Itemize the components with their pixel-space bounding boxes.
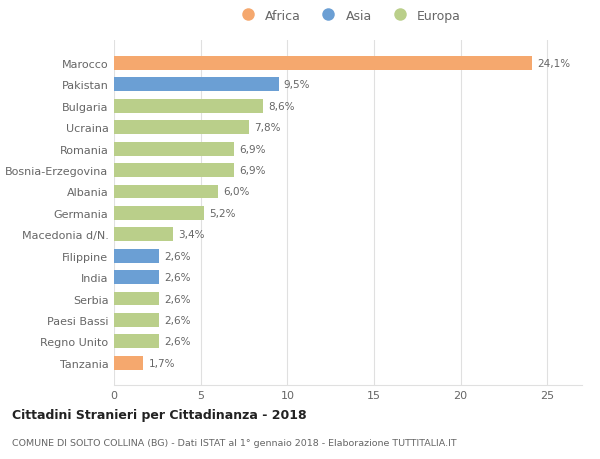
Text: 6,9%: 6,9% xyxy=(239,166,265,176)
Text: 6,9%: 6,9% xyxy=(239,145,265,154)
Text: 2,6%: 2,6% xyxy=(164,336,191,347)
Text: 6,0%: 6,0% xyxy=(223,187,250,197)
Text: 24,1%: 24,1% xyxy=(537,59,570,69)
Text: 2,6%: 2,6% xyxy=(164,294,191,304)
Bar xyxy=(114,57,532,71)
Text: 3,4%: 3,4% xyxy=(178,230,205,240)
Bar xyxy=(114,292,159,306)
Bar xyxy=(114,207,204,220)
Bar xyxy=(114,249,159,263)
Bar xyxy=(114,313,159,327)
Bar xyxy=(114,228,173,242)
Text: COMUNE DI SOLTO COLLINA (BG) - Dati ISTAT al 1° gennaio 2018 - Elaborazione TUTT: COMUNE DI SOLTO COLLINA (BG) - Dati ISTA… xyxy=(12,438,457,447)
Text: 8,6%: 8,6% xyxy=(268,101,295,112)
Bar xyxy=(114,121,249,135)
Bar xyxy=(114,335,159,348)
Text: 7,8%: 7,8% xyxy=(254,123,281,133)
Text: Cittadini Stranieri per Cittadinanza - 2018: Cittadini Stranieri per Cittadinanza - 2… xyxy=(12,408,307,421)
Bar xyxy=(114,356,143,370)
Text: 9,5%: 9,5% xyxy=(284,80,310,90)
Bar xyxy=(114,78,278,92)
Bar xyxy=(114,185,218,199)
Bar xyxy=(114,100,263,113)
Legend: Africa, Asia, Europa: Africa, Asia, Europa xyxy=(235,10,461,22)
Text: 2,6%: 2,6% xyxy=(164,315,191,325)
Text: 1,7%: 1,7% xyxy=(149,358,175,368)
Text: 2,6%: 2,6% xyxy=(164,251,191,261)
Bar xyxy=(114,142,233,157)
Text: 5,2%: 5,2% xyxy=(209,208,236,218)
Bar xyxy=(114,164,233,178)
Text: 2,6%: 2,6% xyxy=(164,273,191,282)
Bar xyxy=(114,270,159,285)
